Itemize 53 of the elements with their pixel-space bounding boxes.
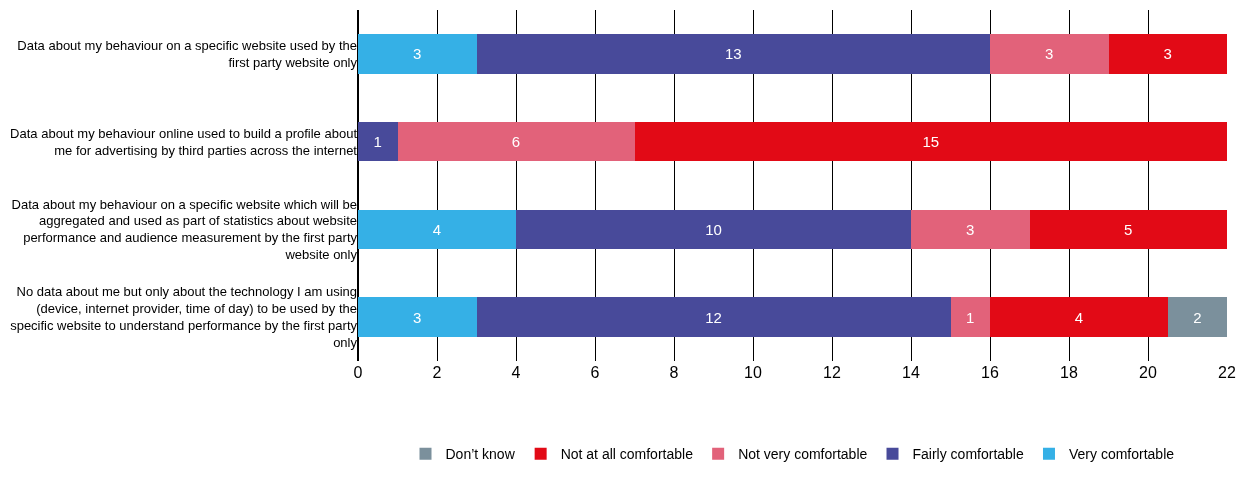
bar [358,209,516,250]
bar [476,297,951,337]
data-label: 1 [373,133,382,151]
data-label: 3 [413,45,422,63]
data-label: 4 [432,220,442,238]
y-tick-label: Data about my behaviour on a specific website which will be aggregated and used as part of statistics about website performance and audience measurement by the first party website only [11,196,358,263]
bar [950,297,990,337]
data-label: 12 [705,308,722,326]
data-label: 5 [1124,220,1133,238]
x-tick-label: 16 [981,364,999,381]
bar [358,297,477,337]
bar [634,121,1227,162]
data-label: 3 [1045,45,1054,63]
bar [358,121,398,162]
data-label: 4 [1074,308,1084,326]
y-tick-label: Data about my behaviour on a specific website used by the first party website only [17,37,358,70]
bar [516,209,911,250]
x-tick-label: 0 [353,364,363,381]
x-tick-label: 20 [1139,364,1157,381]
data-label: 1 [966,308,975,326]
legend-label: Very comfortable [1068,446,1175,463]
data-label: 3 [966,220,975,238]
data-label: 15 [922,133,940,151]
y-tick-label: No data about me but only about the technology I am using (device, internet provider, time of day) to be used by the specific website to understand performance by the first party only [10,284,358,351]
legend-label: Fairly comfortable [912,446,1024,463]
x-tick-label: 8 [669,364,679,381]
x-tick-label: 6 [590,364,600,381]
data-label: 10 [705,220,722,238]
data-label: 13 [724,45,742,63]
bar [1108,34,1227,74]
bar [1167,297,1227,337]
x-tick-label: 4 [511,364,521,381]
x-tick-label: 18 [1060,364,1078,381]
bar [476,34,990,74]
data-label: 6 [511,133,521,151]
bar [1029,209,1227,250]
legend-label: Not very comfortable [738,446,868,463]
x-tick-label: 12 [823,364,841,381]
legend-label: Not at all comfortable [560,446,694,463]
x-tick-label: 2 [432,364,442,381]
bar [397,121,635,162]
x-tick-label: 10 [744,364,762,381]
legend-label: Don’t know [445,446,516,463]
bar [990,297,1168,337]
x-tick-label: 14 [902,364,920,381]
x-tick-label: 22 [1218,364,1236,381]
data-label: 3 [1163,45,1172,63]
bar [358,34,477,74]
data-label: 2 [1193,308,1202,326]
bar [911,209,1030,250]
data-label: 3 [413,308,422,326]
y-tick-label: Data about my behaviour online used to build a profile about me for advertising by third parties across the internet [10,125,358,158]
bar [990,34,1109,74]
